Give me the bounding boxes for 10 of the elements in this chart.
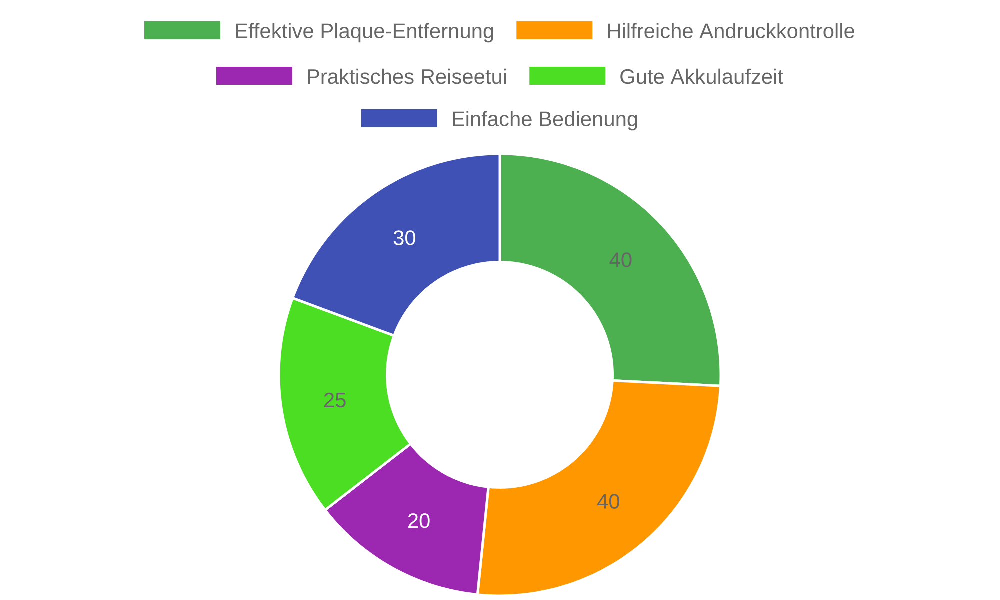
legend-label: Gute Akkulaufzeit bbox=[620, 68, 784, 84]
data-label: 25 bbox=[324, 392, 346, 408]
data-label: 20 bbox=[408, 513, 430, 528]
data-label: 30 bbox=[394, 230, 416, 246]
legend-label: Hilfreiche Andruckkontrolle bbox=[608, 23, 854, 39]
legend-label: Einfache Bedienung bbox=[453, 111, 638, 131]
legend-label: Praktisches Reiseetui bbox=[308, 68, 506, 84]
legend-label: Effektive Plaque-Entfernung bbox=[236, 23, 494, 43]
data-label: 40 bbox=[610, 252, 632, 268]
data-label: 40 bbox=[598, 494, 620, 509]
